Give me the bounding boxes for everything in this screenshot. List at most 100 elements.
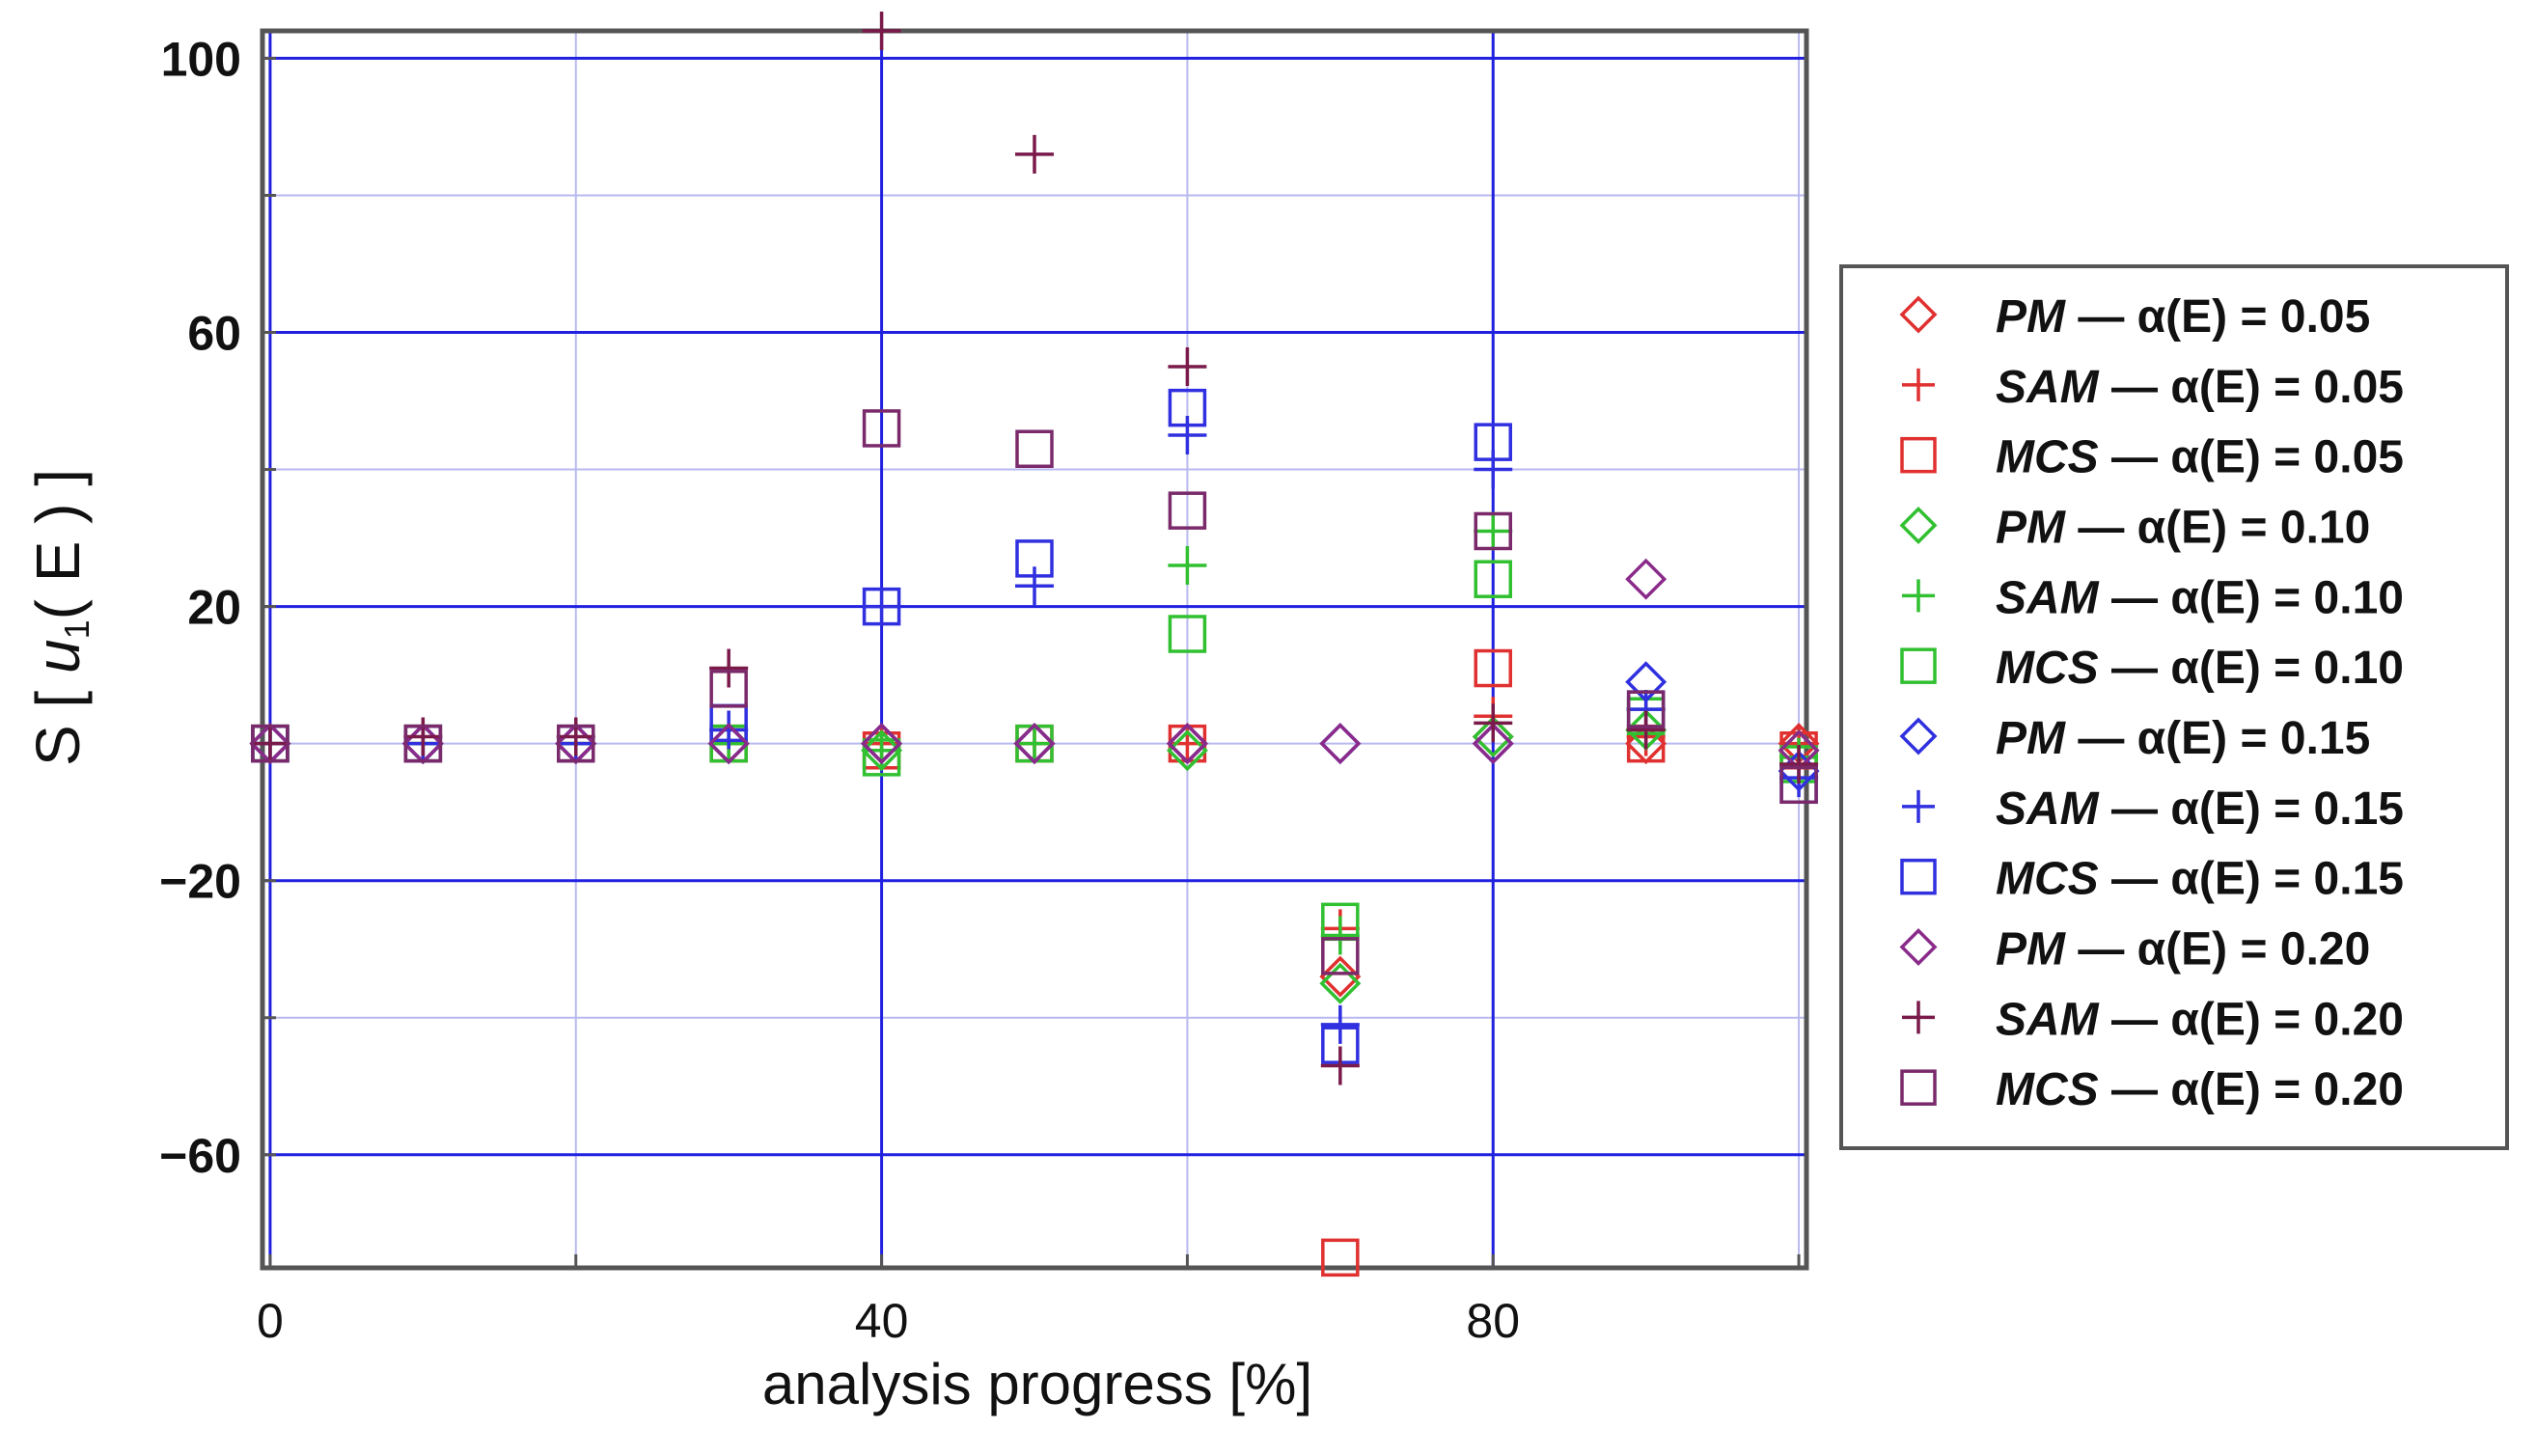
legend-label: SAM — α(E) = 0.05	[1996, 362, 2404, 413]
legend-marker	[1899, 717, 1938, 755]
legend-label: SAM — α(E) = 0.15	[1996, 783, 2404, 835]
legend-label: PM — α(E) = 0.20	[1996, 924, 2370, 975]
data-point	[862, 738, 901, 777]
legend-entry: SAM — α(E) = 0.10	[1902, 572, 2404, 623]
legend-method: MCS	[1996, 1064, 2099, 1115]
data-point	[1168, 416, 1207, 455]
legend-method: PM	[1996, 924, 2066, 975]
axis-labels: analysis progress [%] S [ u1( E ) ]	[23, 469, 1312, 1416]
legend-label: PM — α(E) = 0.05	[1996, 291, 2370, 343]
legend-label: MCS — α(E) = 0.15	[1996, 854, 2404, 905]
data-point	[1626, 690, 1666, 728]
y-tick-label: 100	[161, 32, 241, 86]
legend-alpha: α(E) = 0.15	[2137, 713, 2371, 764]
legend-marker	[1902, 789, 1935, 823]
data-point	[862, 587, 901, 626]
data-point	[1474, 703, 1513, 743]
legend-marker	[1900, 436, 1937, 474]
data-point	[1015, 539, 1054, 578]
legend-dash: —	[2099, 643, 2171, 694]
data-point	[1626, 710, 1666, 750]
data-point	[1168, 388, 1207, 427]
legend-method: SAM	[1996, 572, 2100, 623]
legend-entry: MCS — α(E) = 0.05	[1900, 432, 2404, 483]
legend-dash: —	[2099, 1064, 2171, 1115]
legend-label: MCS — α(E) = 0.20	[1996, 1064, 2404, 1115]
legend-dash: —	[2099, 783, 2171, 835]
legend-entry: PM — α(E) = 0.05	[1899, 291, 2370, 343]
data-point	[1319, 962, 1362, 1004]
data-point	[1779, 765, 1818, 805]
data-point	[1015, 566, 1054, 606]
legend-alpha: α(E) = 0.20	[2170, 1064, 2404, 1115]
legend-label: SAM — α(E) = 0.20	[1996, 994, 2404, 1045]
data-point	[1474, 560, 1512, 598]
data-point	[1319, 955, 1362, 998]
legend-entry: SAM — α(E) = 0.20	[1902, 994, 2404, 1045]
legend-dash: —	[2065, 924, 2137, 975]
legend-label: PM — α(E) = 0.10	[1996, 503, 2370, 554]
legend-method: SAM	[1996, 783, 2100, 835]
legend-dash: —	[2065, 291, 2137, 343]
data-point	[556, 717, 595, 756]
data-point	[861, 723, 903, 765]
data-point	[1625, 558, 1668, 600]
legend-method: MCS	[1996, 854, 2099, 905]
legend-alpha: α(E) = 0.15	[2170, 783, 2404, 835]
data-point	[1168, 545, 1207, 585]
legend-marker	[1902, 368, 1935, 401]
y-axis-label-prefix: S [	[23, 673, 93, 766]
data-point	[1168, 491, 1207, 530]
data-point	[403, 724, 443, 763]
data-point	[557, 724, 595, 763]
data-point	[1168, 347, 1207, 387]
legend-alpha: α(E) = 0.20	[2137, 924, 2371, 975]
legend-entry: SAM — α(E) = 0.05	[1902, 362, 2404, 413]
legend-box	[1839, 264, 2509, 1150]
series-sam-10	[250, 12, 1819, 1085]
data-point	[1779, 744, 1819, 783]
legend-dash: —	[2099, 432, 2171, 483]
y-tick-label: −60	[159, 1129, 241, 1183]
legend-alpha: α(E) = 0.05	[2170, 362, 2404, 413]
data-point	[1474, 450, 1513, 489]
data-point	[1474, 511, 1513, 551]
data-point	[862, 587, 901, 626]
data-point	[1166, 723, 1208, 765]
x-axis-label: analysis progress [%]	[762, 1352, 1312, 1416]
y-tick-label: −20	[159, 855, 241, 909]
legend-marker	[1899, 507, 1938, 544]
data-point	[250, 724, 289, 763]
series-mcs-11	[251, 409, 1818, 975]
legend-marker	[1899, 928, 1938, 966]
data-point	[1320, 916, 1360, 955]
legend-entry: PM — α(E) = 0.10	[1899, 503, 2370, 554]
y-axis-label-subscript: 1	[57, 619, 96, 639]
y-axis-label: S [ u1( E ) ]	[23, 469, 96, 766]
data-point	[1320, 1004, 1360, 1044]
legend-method: MCS	[1996, 643, 2099, 694]
data-point	[707, 723, 750, 765]
data-point	[1319, 723, 1362, 765]
data-point	[1015, 134, 1054, 174]
legend-method: SAM	[1996, 994, 2100, 1045]
legend-label: SAM — α(E) = 0.10	[1996, 572, 2404, 623]
plot-frame	[260, 28, 1809, 1271]
y-tick-label: 60	[187, 307, 241, 361]
legend-dash: —	[2099, 362, 2171, 413]
data-point	[1168, 615, 1207, 653]
legend-entry: MCS — α(E) = 0.15	[1900, 854, 2404, 905]
legend-dash: —	[2065, 713, 2137, 764]
data-point	[862, 12, 901, 50]
data-point	[403, 717, 443, 756]
legend-dash: —	[2099, 994, 2171, 1045]
legend-alpha: α(E) = 0.10	[2170, 572, 2404, 623]
legend-entry: SAM — α(E) = 0.15	[1902, 783, 2404, 835]
legend-method: SAM	[1996, 362, 2100, 413]
legend-alpha: α(E) = 0.10	[2137, 503, 2371, 554]
data-point	[1321, 1238, 1360, 1277]
legend-method: MCS	[1996, 432, 2099, 483]
legend-method: PM	[1996, 503, 2066, 554]
data-point	[1015, 429, 1054, 469]
